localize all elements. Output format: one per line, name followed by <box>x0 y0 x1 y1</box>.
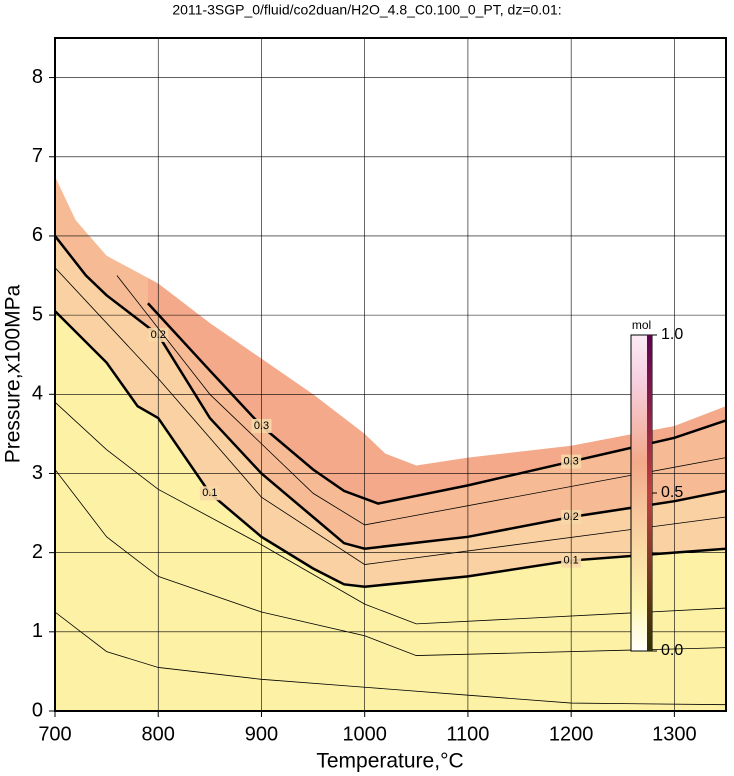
y-tick-label: 1 <box>32 620 43 642</box>
x-tick-label: 700 <box>38 723 71 745</box>
contour-line <box>146 302 726 505</box>
y-tick-label: 2 <box>32 541 43 563</box>
plot-area: 0.30.30.20.20.10.1 <box>55 38 726 711</box>
colorbar-tick-label: 1.0 <box>661 326 683 343</box>
overlay: 700 800 900 1000 1100 1200 1300 0 1 2 3 4 5 6 7 8 mol 0.0… <box>32 37 727 745</box>
contour-line <box>55 611 726 706</box>
x-tick-label: 800 <box>142 723 175 745</box>
contour-fill <box>55 38 726 711</box>
x-tick-label: 1100 <box>446 723 489 745</box>
x-tick-label: 1300 <box>652 723 697 745</box>
y-tick-label: 3 <box>32 462 43 484</box>
colorbar-label: mol <box>632 318 651 332</box>
y-tick-label: 4 <box>32 383 43 405</box>
contour-label-bg <box>199 486 220 501</box>
y-tick-label: 5 <box>32 303 43 325</box>
y-axis-label: Pressure,x100MPa <box>2 284 25 463</box>
colorbar-tick-label: 0.5 <box>661 484 683 501</box>
contour-label: 0.1 <box>202 487 217 499</box>
chart-title: 2011-3SGP_0/fluid/co2duan/H2O_4.8_C0.100… <box>172 2 561 18</box>
y-tick-label: 0 <box>32 699 43 721</box>
colorbar-edge <box>647 335 652 651</box>
colorbar-tick-label: 0.0 <box>661 642 683 659</box>
y-tick-label: 8 <box>32 66 43 88</box>
x-tick-label: 1000 <box>342 723 387 745</box>
y-tick-label: 7 <box>32 145 43 167</box>
y-tick-label: 6 <box>32 224 43 246</box>
x-tick-label: 1200 <box>549 723 594 745</box>
x-tick-label: 900 <box>245 723 278 745</box>
frame <box>54 37 727 712</box>
x-axis-label: Temperature,°C <box>316 750 463 773</box>
data-boundary <box>55 38 726 466</box>
contour-line <box>116 275 726 526</box>
